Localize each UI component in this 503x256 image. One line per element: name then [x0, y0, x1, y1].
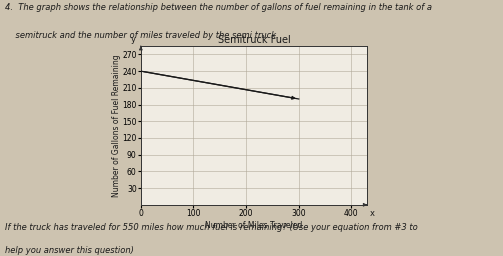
X-axis label: Number of Miles Traveled: Number of Miles Traveled	[205, 221, 303, 230]
Text: y: y	[131, 35, 136, 44]
Text: semitruck and the number of miles traveled by the semi truck.: semitruck and the number of miles travel…	[5, 31, 279, 40]
Text: x: x	[369, 209, 374, 218]
Title: Semitruck Fuel: Semitruck Fuel	[218, 35, 290, 45]
Text: help you answer this question): help you answer this question)	[5, 246, 134, 255]
Y-axis label: Number of Gallons of Fuel Remaining: Number of Gallons of Fuel Remaining	[112, 54, 121, 197]
Text: If the truck has traveled for 550 miles how much fuel is remaining? (Use your eq: If the truck has traveled for 550 miles …	[5, 223, 418, 232]
Text: 4.  The graph shows the relationship between the number of gallons of fuel remai: 4. The graph shows the relationship betw…	[5, 3, 432, 12]
